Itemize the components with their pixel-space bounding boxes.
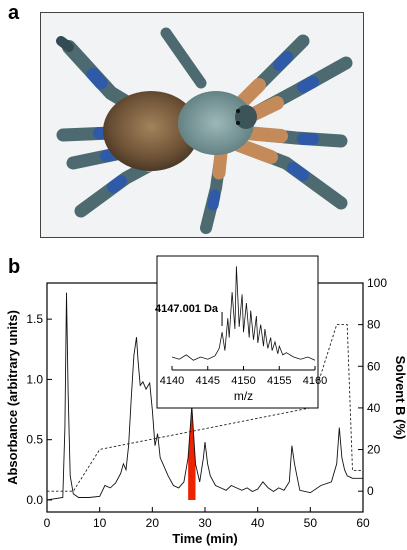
y2-tick-label: 40: [367, 401, 381, 415]
y-tick-label: 1.5: [26, 312, 43, 326]
y2-tick-label: 100: [367, 276, 387, 290]
tarantula-photo: [40, 12, 364, 238]
inset-x-tick-label: 4155: [267, 375, 291, 387]
cephalothorax: [178, 91, 254, 155]
y2-tick-label: 60: [367, 359, 381, 373]
mass-spectrum-inset: 4140 4145 4150 4155 4160 m/z 4147.001 Da: [155, 255, 327, 409]
inset-x-tick-label: 4140: [160, 375, 184, 387]
panel-label-b: b: [8, 256, 21, 278]
y-tick-label: 1.0: [26, 372, 43, 386]
x-tick-label: 30: [198, 516, 212, 530]
panel-label-a: a: [8, 2, 20, 24]
x-axis-label: Time (min): [172, 531, 238, 546]
inset-x-tick-label: 4150: [231, 375, 255, 387]
mass-spectrum-line: [171, 266, 316, 361]
inset-x-axis-label: m/z: [234, 389, 253, 403]
inset-x-tick-label: 4160: [303, 375, 327, 387]
x-tick-label: 10: [93, 516, 107, 530]
highlighted-peak: [188, 405, 196, 500]
tarantula-illustration: [41, 13, 363, 237]
abdomen: [103, 91, 199, 171]
main-plot: 0 10 20 30 40 50 60 0.0 0.5 1.0 1.5 0 20 40 60 80 100 Tim…: [5, 276, 407, 546]
y2-tick-label: 0: [367, 484, 374, 498]
inset-x-tick-label: 4145: [196, 375, 220, 387]
x-tick-label: 40: [251, 516, 265, 530]
y-tick-label: 0.0: [26, 493, 43, 507]
y2-tick-label: 20: [367, 443, 381, 457]
inset-frame: [156, 255, 319, 409]
y2-tick-label: 80: [367, 318, 381, 332]
x-tick-label: 50: [304, 516, 318, 530]
x-tick-label: 0: [44, 516, 51, 530]
annotation-label: 4147.001 Da: [155, 303, 219, 315]
solvent-b-line: [47, 324, 363, 492]
y-axis-label: Absorbance (arbitrary units): [5, 310, 20, 485]
y2-axis-label: Solvent B (%): [393, 356, 407, 440]
x-tick-label: 20: [146, 516, 160, 530]
y-tick-label: 0.5: [26, 433, 43, 447]
x-tick-label: 60: [356, 516, 370, 530]
